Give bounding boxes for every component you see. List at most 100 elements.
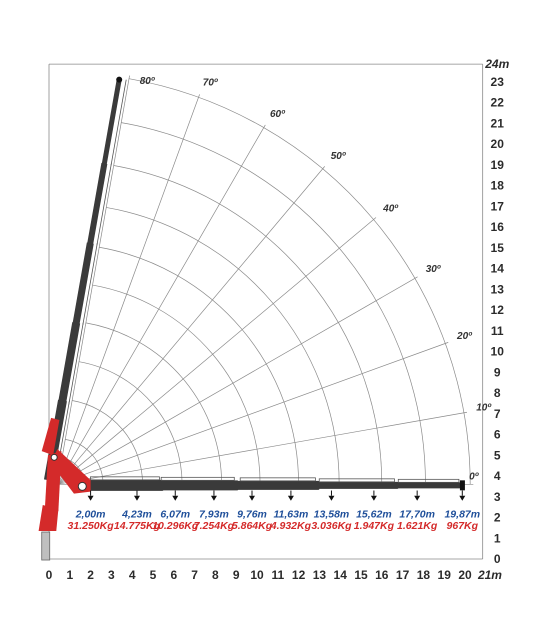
y-tick-label: 22: [491, 96, 505, 110]
x-tick-label: 2: [87, 568, 94, 582]
crane-knuckle-arm: [41, 417, 60, 456]
y-tick-label: 4: [494, 469, 501, 483]
reach-arrow-head: [414, 495, 421, 501]
y-tick-label: 13: [491, 282, 505, 296]
reach-arrow-head: [133, 495, 140, 501]
boom-rail-h-0: [90, 476, 160, 481]
reach-label: 13,58m: [314, 509, 350, 521]
reach-arrow-head: [172, 495, 179, 501]
crane-stabilizer: [41, 531, 51, 561]
load-label: 1.621Kg: [397, 520, 438, 532]
angle-ray-40: [57, 217, 377, 485]
boom-tip-h: [459, 480, 465, 491]
reach-arrow-head: [210, 495, 217, 501]
boom-rail-h-3: [318, 478, 395, 483]
angle-ray-60: [57, 124, 266, 485]
crane-base: [38, 417, 91, 561]
y-tick-label: 9: [494, 365, 501, 379]
load-label: 10.296Kg: [152, 520, 199, 532]
y-tick-label: 7: [494, 407, 501, 421]
y-tick-label: 21: [491, 116, 505, 130]
boom-section-h-1: [157, 480, 239, 491]
y-tick-label: 11: [491, 324, 504, 338]
angle-ray-70: [56, 94, 200, 485]
reach-label: 6,07m: [160, 509, 190, 521]
x-tick-label: 3: [108, 568, 115, 582]
y-tick-label: 6: [494, 428, 501, 442]
y-tick-label: 14: [491, 262, 505, 276]
boom-rail-v-4: [110, 79, 127, 166]
reach-arrow-head: [370, 495, 377, 501]
x-tick-label: 13: [313, 568, 327, 582]
load-label: 1.947Kg: [354, 520, 395, 532]
boom-section-h-0: [86, 479, 164, 491]
reach-arrow-head: [459, 495, 466, 501]
reach-arrow-head: [287, 495, 294, 501]
y-tick-label: 19: [491, 158, 505, 172]
load-label: 5.864Kg: [232, 520, 273, 532]
x-tick-label: 1: [66, 568, 73, 582]
y-tick-label: 20: [491, 137, 505, 151]
y-tick-label: 16: [491, 220, 505, 234]
load-label: 3.036Kg: [311, 520, 352, 532]
angle-ray-10: [57, 411, 468, 485]
angle-ray-50: [57, 166, 325, 485]
angle-label: 0º: [469, 471, 480, 482]
x-tick-label: 7: [191, 568, 198, 582]
y-tick-label: 5: [494, 448, 501, 462]
angle-label: 70º: [203, 78, 219, 89]
boom-tip-v: [116, 76, 123, 83]
x-tick-label: 8: [212, 568, 219, 582]
boom-horizontal: [86, 476, 465, 491]
angle-label: 40º: [382, 204, 399, 215]
angle-label: 50º: [331, 151, 347, 162]
x-tick-label: 20: [458, 568, 472, 582]
y-tick-label: 3: [494, 490, 501, 504]
load-label: 7.254Kg: [194, 520, 235, 532]
x-tick-label: 5: [150, 568, 157, 582]
boom-section-h-2: [236, 480, 320, 490]
y-tick-label: 8: [494, 386, 501, 400]
reach-arrow-head: [328, 495, 335, 501]
x-tick-label: 17: [396, 568, 410, 582]
boom-rail-v-1: [68, 322, 84, 405]
x-tick-label: 9: [233, 568, 240, 582]
angle-label: 60º: [270, 109, 286, 120]
y-tick-label: 17: [491, 199, 505, 213]
reach-arrows: [87, 490, 466, 501]
reach-label: 15,62m: [356, 509, 392, 521]
y-tick-label: 18: [491, 179, 505, 193]
reach-label: 4,23m: [121, 509, 152, 521]
load-label: 4.932Kg: [270, 520, 312, 532]
reach-label: 17,70m: [399, 509, 435, 521]
load-label: 14.775Kg: [114, 520, 161, 532]
x-tick-label: 11: [271, 568, 284, 582]
reach-label: 11,63m: [273, 509, 308, 521]
boom-section-v-2: [72, 242, 94, 326]
reach-label: 2,00m: [75, 509, 106, 521]
reach-label: 7,93m: [199, 509, 229, 521]
x-tick-label: 15: [354, 568, 368, 582]
boom-section-v-3: [86, 162, 108, 246]
x-tick-label: 19: [438, 568, 452, 582]
y-tick-label: 23: [491, 75, 505, 89]
reach-arrow-head: [249, 495, 256, 501]
boom-section-v-4: [101, 79, 122, 166]
angle-ray-20: [57, 342, 449, 485]
y-tick-label: 10: [491, 345, 505, 359]
x-tick-label: 18: [417, 568, 431, 582]
labels: 80º 70º60º50º40º30º20º10º0º01234567891011…: [46, 57, 510, 582]
y-unit-label: 24m: [484, 57, 509, 71]
load-label: 31.250Kg: [68, 520, 115, 532]
boom-vertical: [43, 76, 127, 481]
boom-section-h-4: [394, 482, 463, 489]
crane-pivot-pin: [77, 481, 87, 491]
x-tick-label: 0: [46, 568, 53, 582]
angle-label: 20º: [456, 331, 473, 342]
angle-label: 80º: [140, 76, 156, 87]
y-tick-label: 15: [491, 241, 505, 255]
load-label: 967Kg: [447, 520, 479, 532]
angle-label: 10º: [476, 403, 492, 414]
reach-label: 19,87m: [444, 509, 480, 521]
reach-arrow-head: [87, 495, 94, 501]
